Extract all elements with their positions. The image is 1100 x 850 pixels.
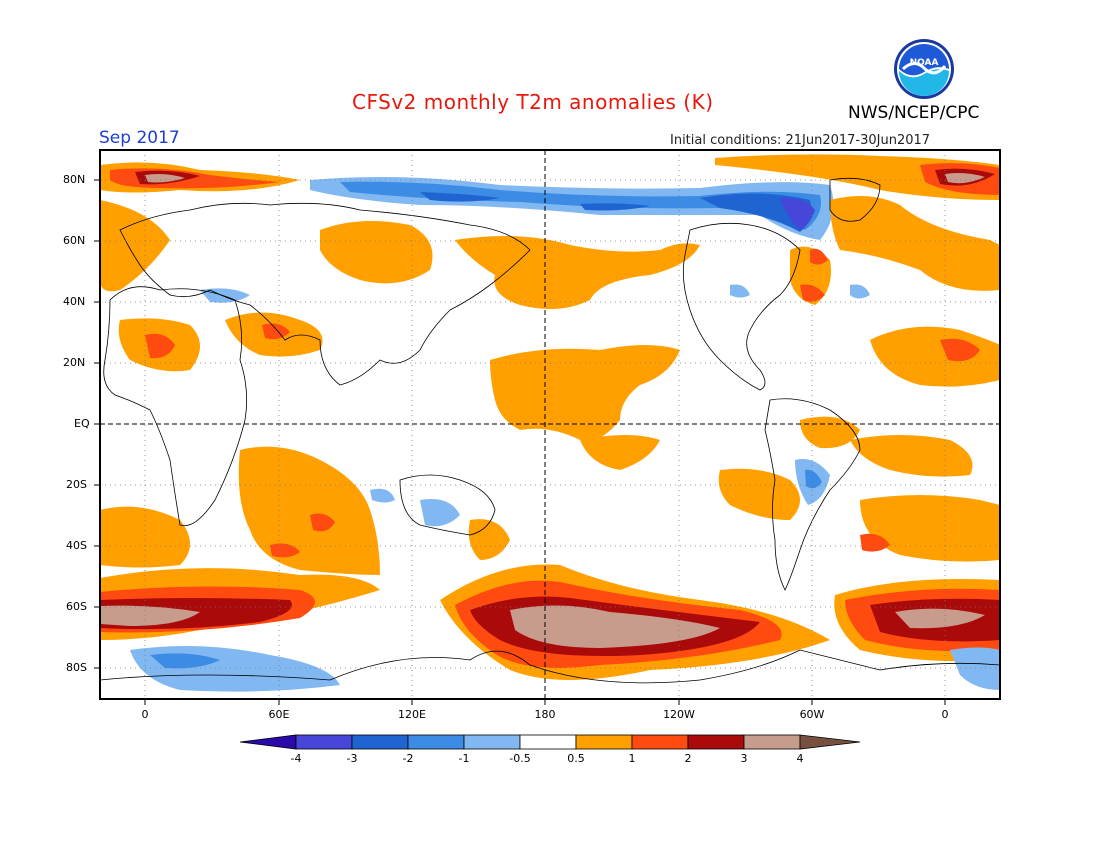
colorbar-swatch [743,734,801,750]
colorbar-label: -0.5 [509,752,531,765]
warm-region [718,468,800,520]
noaa-logo: NOAA [894,39,954,99]
initial-conditions: Initial conditions: 21Jun2017-30Jun2017 [670,133,931,148]
warm-region [850,435,973,477]
warm-region [468,519,510,560]
colorbar-swatch [631,734,689,750]
colorbar-label: 0.5 [567,752,585,765]
colorbar-label: 3 [740,752,748,765]
warm-region [580,435,660,470]
forecast-month: Sep 2017 [99,128,180,148]
colorbar-label: -3 [346,752,358,765]
colorbar-label: 2 [684,752,692,765]
warm-region [940,338,980,362]
colorbar-swatch-lt-4 [239,734,297,750]
lat-label: 80S [66,661,87,674]
cold-region [340,181,821,230]
ticks [94,179,946,705]
warm-region [100,506,190,568]
warm-region [800,248,828,302]
very-hot-region [945,173,985,184]
extreme-cold-region [780,197,815,230]
warm-region [490,345,680,441]
colorbar-label: -2 [402,752,414,765]
lat-label: 60S [66,600,87,613]
cold-region [805,469,822,489]
lon-label: 60E [268,708,290,721]
colorbar-swatch [407,734,465,750]
colorbar-label: -1 [458,752,470,765]
lon-label: 60W [799,708,825,721]
coastlines [100,177,1000,684]
coastline-africa [103,286,248,527]
colorbar-swatch [575,734,633,750]
cool-region [730,284,870,299]
colorbar-swatch-gt-4 [799,734,861,750]
lat-label: 80N [63,173,86,186]
coastline-eurasia [119,202,531,386]
lat-label: EQ [74,417,90,430]
coastline-greenland [829,177,881,222]
warm-region [262,323,290,340]
cool-region [370,488,395,503]
cool-region [420,499,460,527]
noaa-logo-text: NOAA [910,58,939,68]
cool-region [200,288,250,303]
lon-label: 120W [663,708,695,721]
colorbar-swatch [351,734,409,750]
cold-region [150,653,220,669]
colorbar-swatch [687,734,745,750]
colorbar-label: -4 [290,752,302,765]
warm-region [145,333,175,359]
coastline-south-america [764,398,861,591]
lon-label: 0 [941,708,949,721]
lat-label: 60N [63,234,86,247]
warm-region [830,196,1000,291]
warm-region [238,446,380,575]
warm-region [270,513,335,558]
warm-region [100,200,170,292]
colorbar-label: 4 [796,752,804,765]
anomaly-fields [100,154,1000,692]
colorbar [239,734,861,750]
warm-region [320,221,433,284]
lat-label: 20N [63,356,86,369]
lat-label: 20S [66,478,87,491]
lon-label: 180 [534,708,556,721]
very-cold-region [420,192,812,232]
coastline-australia [399,474,496,536]
lon-label: 0 [141,708,149,721]
map-title: CFSv2 monthly T2m anomalies (K) [352,90,714,114]
colorbar-swatch [519,734,577,750]
colorbar-swatch [295,734,353,750]
colorbar-swatch [463,734,521,750]
lat-label: 40S [66,539,87,552]
warm-region [860,495,1000,562]
warm-region [455,236,700,309]
agency-label: NWS/NCEP/CPC [848,103,980,123]
coastline-north-america [682,222,801,391]
very-hot-region [895,608,985,629]
lon-label: 120E [398,708,426,721]
very-hot-region [100,605,200,626]
colorbar-label: 1 [628,752,636,765]
grid-lines [100,150,1000,699]
reference-lines [100,150,1000,699]
warm-region [800,416,860,449]
very-hot-region [510,605,720,648]
lat-label: 40N [63,295,86,308]
cool-region [950,647,1000,690]
coastline-antarctica [100,649,1000,684]
warm-region [860,533,890,552]
